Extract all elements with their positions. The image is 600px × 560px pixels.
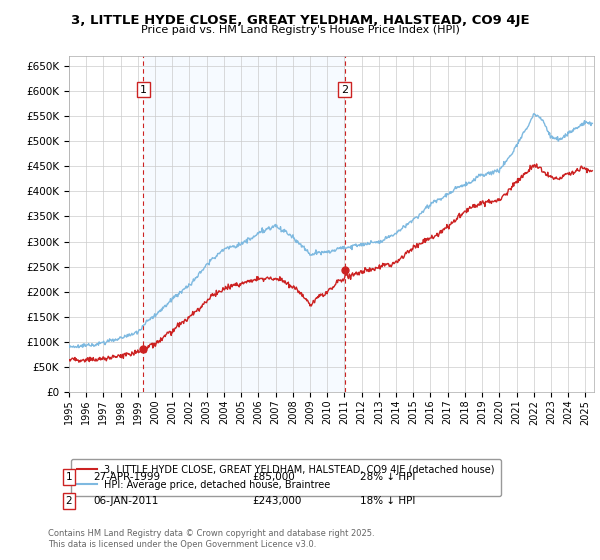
Text: Price paid vs. HM Land Registry's House Price Index (HPI): Price paid vs. HM Land Registry's House … (140, 25, 460, 35)
Text: 2: 2 (341, 85, 349, 95)
Text: Contains HM Land Registry data © Crown copyright and database right 2025.
This d: Contains HM Land Registry data © Crown c… (48, 529, 374, 549)
Text: 27-APR-1999: 27-APR-1999 (93, 472, 160, 482)
Text: 06-JAN-2011: 06-JAN-2011 (93, 496, 158, 506)
Text: £243,000: £243,000 (252, 496, 301, 506)
Text: £85,000: £85,000 (252, 472, 295, 482)
Text: 3, LITTLE HYDE CLOSE, GREAT YELDHAM, HALSTEAD, CO9 4JE: 3, LITTLE HYDE CLOSE, GREAT YELDHAM, HAL… (71, 14, 529, 27)
Text: 28% ↓ HPI: 28% ↓ HPI (360, 472, 415, 482)
Text: 2: 2 (65, 496, 73, 506)
Text: 18% ↓ HPI: 18% ↓ HPI (360, 496, 415, 506)
Legend: 3, LITTLE HYDE CLOSE, GREAT YELDHAM, HALSTEAD, CO9 4JE (detached house), HPI: Av: 3, LITTLE HYDE CLOSE, GREAT YELDHAM, HAL… (71, 459, 500, 496)
Text: 1: 1 (140, 85, 147, 95)
Text: 1: 1 (65, 472, 73, 482)
Bar (143, 56, 345, 392)
